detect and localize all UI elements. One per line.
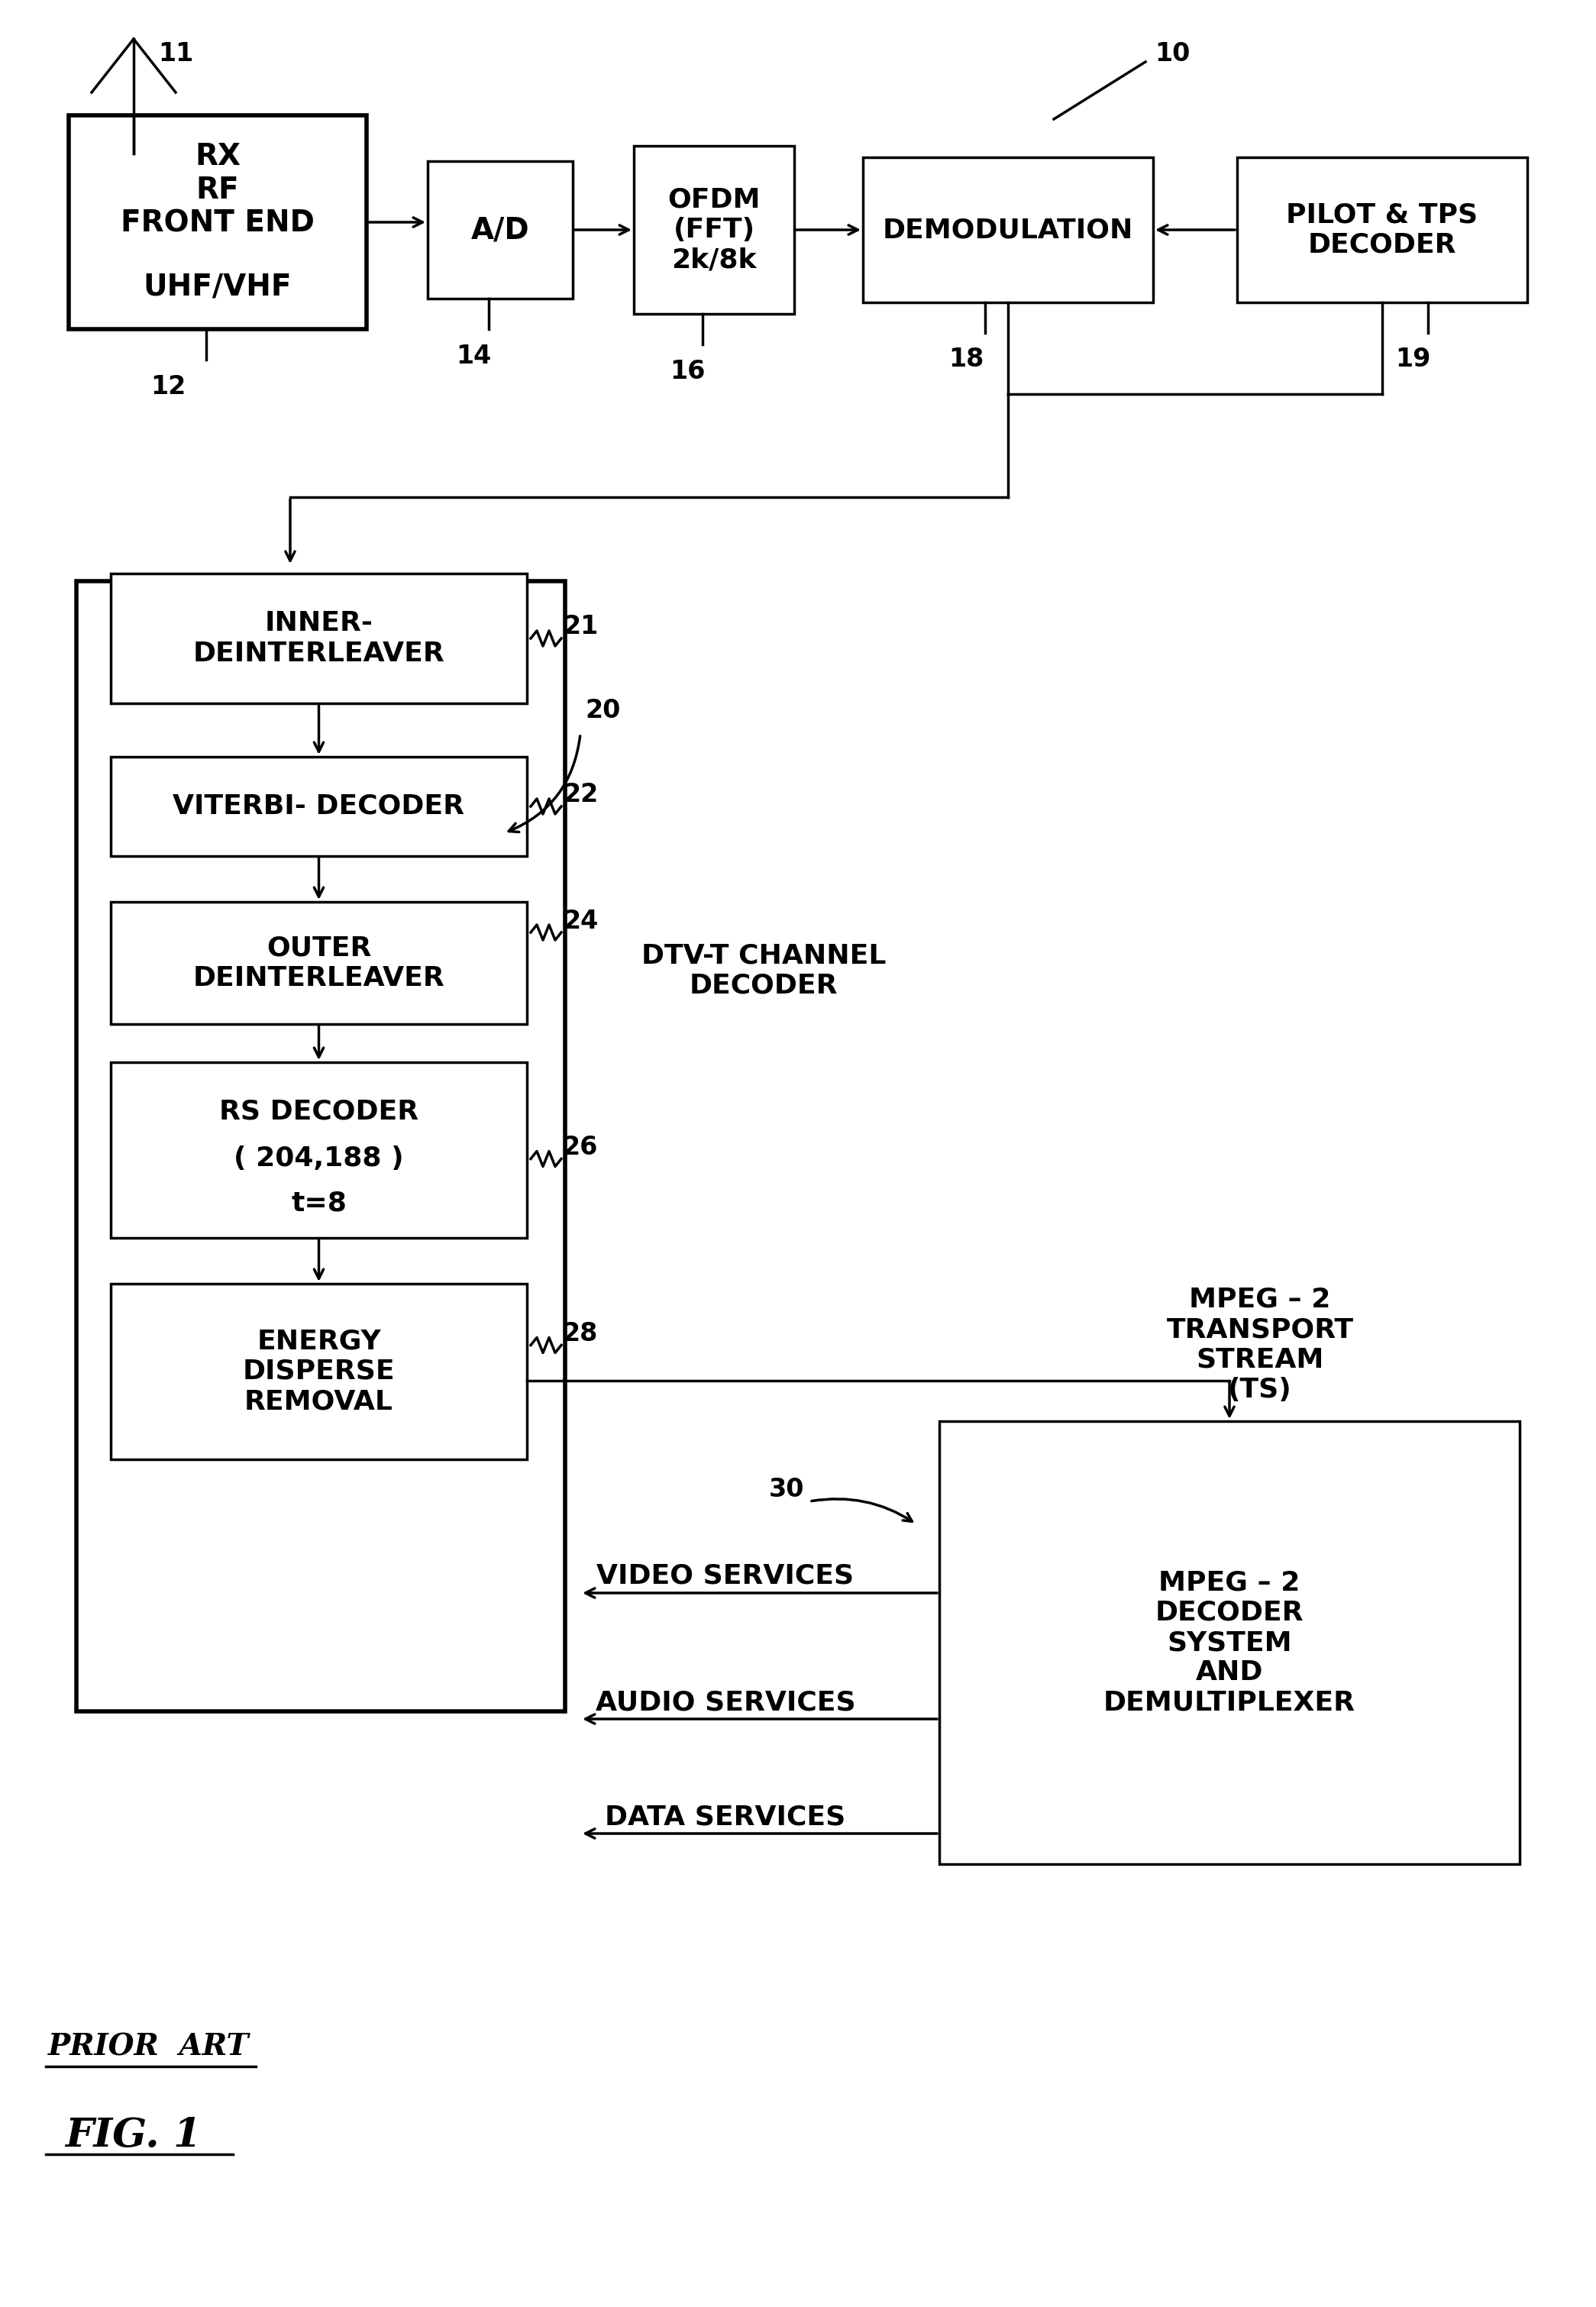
Text: OFDM
(FFT)
2k/8k: OFDM (FFT) 2k/8k: [667, 187, 760, 272]
Text: MPEG – 2
DECODER
SYSTEM
AND
DEMULTIPLEXER: MPEG – 2 DECODER SYSTEM AND DEMULTIPLEXE…: [1103, 1569, 1355, 1716]
Text: 24: 24: [563, 909, 598, 934]
Text: t=8: t=8: [290, 1190, 346, 1216]
Text: 26: 26: [563, 1135, 598, 1160]
Text: ( 204,188 ): ( 204,188 ): [235, 1147, 404, 1172]
Text: ENERGY
DISPERSE
REMOVAL: ENERGY DISPERSE REMOVAL: [243, 1329, 396, 1414]
Bar: [77, 581, 565, 1712]
Text: DTV-T CHANNEL
DECODER: DTV-T CHANNEL DECODER: [642, 944, 886, 999]
Text: 20: 20: [586, 699, 621, 724]
Text: AUDIO SERVICES: AUDIO SERVICES: [595, 1689, 855, 1714]
Text: INNER-
DEINTERLEAVER: INNER- DEINTERLEAVER: [193, 611, 445, 667]
Text: 16: 16: [670, 358, 705, 383]
Bar: [940, 1421, 1519, 1864]
Text: 28: 28: [563, 1322, 598, 1347]
Text: 10: 10: [1154, 42, 1191, 67]
Text: DATA SERVICES: DATA SERVICES: [605, 1804, 846, 1829]
Text: PRIOR  ART: PRIOR ART: [48, 2032, 249, 2062]
Text: 22: 22: [563, 782, 598, 807]
Text: 12: 12: [150, 374, 185, 399]
Text: VITERBI- DECODER: VITERBI- DECODER: [172, 794, 464, 819]
Text: OUTER
DEINTERLEAVER: OUTER DEINTERLEAVER: [193, 934, 445, 992]
Bar: [110, 757, 527, 856]
Bar: [110, 574, 527, 704]
Bar: [110, 902, 527, 1024]
Text: FIG. 1: FIG. 1: [65, 2116, 201, 2155]
Bar: [110, 1061, 527, 1239]
Text: PILOT & TPS
DECODER: PILOT & TPS DECODER: [1286, 201, 1478, 258]
Bar: [428, 161, 573, 298]
Text: 30: 30: [769, 1476, 804, 1502]
Text: RX
RF
FRONT END: RX RF FRONT END: [121, 143, 314, 238]
Text: 14: 14: [456, 344, 492, 369]
Bar: [863, 157, 1152, 302]
Text: 18: 18: [948, 346, 983, 371]
Text: A/D: A/D: [471, 215, 530, 245]
Text: UHF/VHF: UHF/VHF: [144, 272, 292, 300]
Bar: [1237, 157, 1527, 302]
Bar: [110, 1283, 527, 1460]
Text: 21: 21: [563, 614, 598, 639]
Text: RS DECODER: RS DECODER: [219, 1098, 418, 1124]
Text: VIDEO SERVICES: VIDEO SERVICES: [597, 1564, 854, 1590]
Text: MPEG – 2
TRANSPORT
STREAM
(TS): MPEG – 2 TRANSPORT STREAM (TS): [1167, 1287, 1353, 1403]
Text: 19: 19: [1395, 346, 1430, 371]
Bar: [69, 115, 367, 330]
Bar: [634, 145, 795, 314]
Text: DEMODULATION: DEMODULATION: [883, 217, 1133, 242]
Text: 11: 11: [158, 42, 193, 67]
